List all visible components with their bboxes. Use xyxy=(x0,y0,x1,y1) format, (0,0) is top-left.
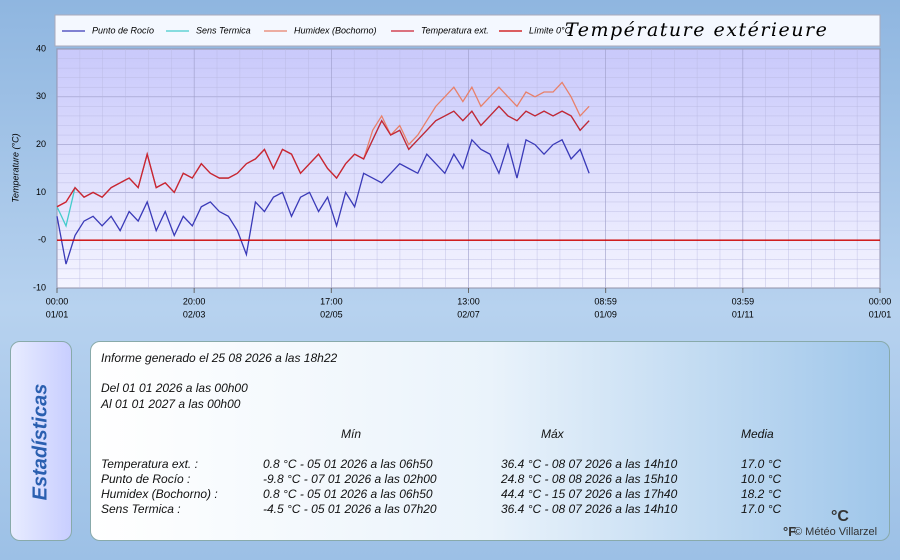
y-tick-label: 20 xyxy=(36,139,46,149)
x-tick-label: 02/07 xyxy=(457,309,480,319)
y-tick-label: -0 xyxy=(38,235,46,245)
stats-cell: 0.8 °C - 05 01 2026 a las 06h50 xyxy=(263,457,433,471)
legend-box xyxy=(54,14,881,47)
stats-cell: Humidex (Bochorno) : xyxy=(101,487,218,501)
y-tick-label: 40 xyxy=(36,43,46,53)
x-tick-label: 01/01 xyxy=(46,309,69,319)
y-tick-label: -10 xyxy=(33,282,46,292)
stats-cell: 24.8 °C - 08 08 2026 a las 15h10 xyxy=(501,472,678,486)
x-tick-label: 03:59 xyxy=(732,296,755,306)
x-tick-label: 00:00 xyxy=(869,296,892,306)
x-tick-label: 20:00 xyxy=(183,296,206,306)
legend-label: Límite 0°C xyxy=(529,25,572,35)
x-tick-label: 01/09 xyxy=(594,309,617,319)
credit: © Météo Villarzel xyxy=(794,526,878,538)
stats-tab: Estadísticas xyxy=(10,341,72,541)
stats-cell: Punto de Rocío : xyxy=(101,472,191,486)
period-from: Del 01 01 2026 a las 00h00 xyxy=(101,381,248,395)
column-header: Media xyxy=(741,427,774,441)
report-date: Informe generado el 25 08 2026 a las 18h… xyxy=(101,351,338,365)
chart-title: Température extérieure xyxy=(565,19,828,41)
legend-label: Humidex (Bochorno) xyxy=(294,25,377,35)
stats-cell: 36.4 °C - 08 07 2026 a las 14h10 xyxy=(501,502,678,516)
stats-cell: 10.0 °C xyxy=(741,472,782,486)
series-line xyxy=(56,138,590,265)
column-header: Máx xyxy=(541,427,564,441)
stats-cell: 17.0 °C xyxy=(741,457,782,471)
x-tick-label: 02/05 xyxy=(320,309,343,319)
x-tick-label: 02/03 xyxy=(183,309,206,319)
unit-f: °F xyxy=(783,524,797,539)
column-header: Mín xyxy=(341,427,362,441)
period-to: Al 01 01 2027 a las 00h00 xyxy=(101,397,241,411)
stats-cell: 18.2 °C xyxy=(741,487,782,501)
stats-cell: 17.0 °C xyxy=(741,502,782,516)
x-tick-label: 08:59 xyxy=(594,296,617,306)
x-tick-label: 01/01 xyxy=(869,309,892,319)
legend-label: Temperatura ext. xyxy=(421,25,489,35)
y-axis-label: Temperature (°C) xyxy=(10,133,20,202)
x-tick-label: 01/11 xyxy=(732,309,754,319)
stats-cell: 0.8 °C - 05 01 2026 a las 06h50 xyxy=(263,487,433,501)
unit-c: °C xyxy=(831,508,849,525)
tab-label: Estadísticas xyxy=(29,383,52,501)
stats-cell: -9.8 °C - 07 01 2026 a las 02h00 xyxy=(263,472,437,486)
y-tick-label: 10 xyxy=(36,187,46,197)
y-tick-label: 30 xyxy=(36,91,46,101)
stats-cell: Sens Termica : xyxy=(101,502,181,516)
legend-label: Sens Termica xyxy=(196,25,251,35)
legend-label: Punto de Rocío xyxy=(92,25,154,35)
x-tick-label: 13:00 xyxy=(457,296,480,306)
x-tick-label: 17:00 xyxy=(320,296,343,306)
stats-cell: -4.5 °C - 05 01 2026 a las 07h20 xyxy=(263,502,437,516)
stats-cell: 36.4 °C - 08 07 2026 a las 14h10 xyxy=(501,457,678,471)
x-tick-label: 00:00 xyxy=(46,296,69,306)
chart: Température extérieure Temperature (°C) … xyxy=(10,14,892,319)
stats-cell: 44.4 °C - 15 07 2026 a las 17h40 xyxy=(501,487,678,501)
stats-cell: Temperatura ext. : xyxy=(101,457,198,471)
series-line xyxy=(56,105,590,208)
stats-panel: Informe generado el 25 08 2026 a las 18h… xyxy=(90,341,890,541)
